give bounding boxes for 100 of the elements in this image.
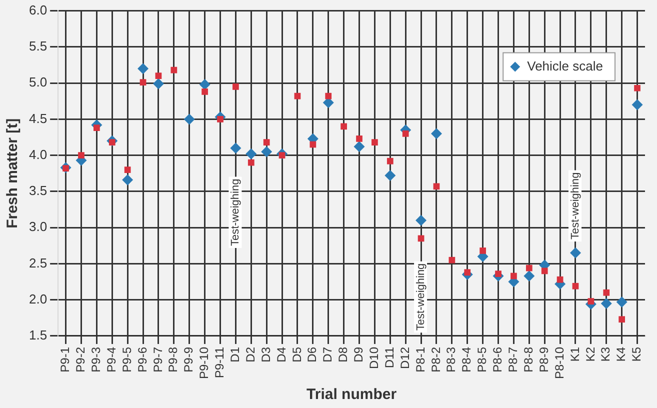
- annotation: Test-weighing: [415, 263, 428, 331]
- y-tick-label: 1.5: [28, 328, 48, 343]
- x-tick-label: P8-5: [475, 346, 490, 372]
- x-tick-label: D5: [290, 346, 304, 362]
- y-tick-label: 4.5: [28, 110, 48, 126]
- x-tick-label: D3: [258, 346, 273, 362]
- x-tick-label: D2: [243, 346, 258, 362]
- point: [294, 92, 301, 100]
- point: [480, 248, 486, 254]
- x-tick-label: D4: [274, 346, 288, 362]
- x-tick-label: P8-6: [490, 346, 505, 372]
- point: [384, 170, 396, 182]
- x-tick-label: P8-7: [506, 346, 520, 372]
- point: [570, 247, 581, 258]
- point: [616, 296, 628, 308]
- x-tick-label: P8-9: [536, 346, 551, 372]
- point: [230, 142, 242, 154]
- point: [556, 276, 564, 283]
- point: [572, 282, 579, 290]
- x-tick-label: P9-8: [166, 346, 180, 372]
- point: [600, 298, 612, 309]
- x-tick-label: P8-1: [413, 346, 428, 372]
- x-tick-label: D6: [305, 346, 320, 362]
- y-tick-label: 2.0: [28, 291, 48, 306]
- point: [588, 298, 594, 304]
- point: [526, 264, 532, 272]
- y-axis-title: Fresh matter [t]: [4, 118, 22, 228]
- point: [310, 141, 316, 148]
- point: [155, 72, 162, 80]
- x-tick-label: P9-5: [120, 346, 134, 372]
- point: [202, 88, 208, 95]
- x-tick-label: P9-6: [135, 346, 150, 372]
- point: [325, 92, 332, 100]
- point: [124, 166, 131, 173]
- point: [78, 152, 84, 159]
- x-tick-label: K5: [630, 346, 644, 362]
- x-tick-label: D11: [382, 346, 396, 368]
- x-axis-title: Trial number: [306, 386, 397, 404]
- point: [94, 124, 100, 132]
- x-tick-label: K3: [598, 346, 613, 362]
- point: [248, 159, 254, 166]
- x-tick-label: K2: [583, 346, 598, 362]
- point: [618, 316, 626, 323]
- point: [418, 235, 424, 242]
- point: [524, 270, 535, 282]
- point: [402, 130, 409, 137]
- point: [170, 66, 178, 74]
- x-tick-label: P9-11: [212, 346, 227, 378]
- point: [356, 136, 362, 142]
- x-tick-label: P8-10: [552, 346, 566, 380]
- y-tick-label: 2.5: [28, 255, 48, 270]
- x-tick-label: P8-4: [460, 346, 474, 372]
- x-tick-label: D9: [352, 346, 366, 362]
- x-tick-label: P8-8: [521, 346, 536, 372]
- x-tick-label: P9-10: [197, 346, 212, 380]
- x-tick-label: D7: [320, 346, 335, 362]
- point: [433, 183, 440, 190]
- x-tick-label: P8-3: [444, 346, 458, 372]
- annotation: Test-weighing: [570, 172, 582, 240]
- point: [232, 83, 239, 90]
- x-tick-label: D10: [367, 346, 382, 369]
- y-tick-label: 6.0: [28, 2, 48, 18]
- x-tick-label: P9-9: [182, 346, 196, 372]
- point: [152, 78, 164, 90]
- annotation: Test-weighing: [230, 178, 242, 246]
- point: [140, 79, 146, 86]
- point: [430, 128, 442, 140]
- x-tick-label: D12: [398, 346, 412, 369]
- x-tick-label: P9-1: [58, 346, 72, 372]
- y-tick-label: 3.5: [28, 183, 48, 198]
- point: [634, 84, 640, 92]
- x-tick-label: D8: [336, 346, 350, 362]
- y-tick-label: 4.0: [28, 146, 48, 162]
- point: [261, 146, 272, 158]
- x-tick-label: P9-4: [104, 346, 118, 372]
- y-tick-label: 5.5: [28, 38, 48, 54]
- legend-label: Vehicle scale: [527, 58, 604, 74]
- point: [263, 139, 270, 146]
- point: [510, 272, 517, 280]
- point: [122, 174, 134, 186]
- point: [386, 158, 394, 164]
- point: [541, 268, 548, 274]
- x-tick-label: K4: [614, 346, 628, 362]
- point: [184, 114, 195, 125]
- point: [448, 256, 456, 264]
- x-tick-label: D1: [228, 346, 242, 362]
- x-tick-label: P9-2: [74, 346, 88, 372]
- y-tick-label: 3.0: [28, 219, 48, 234]
- point: [416, 214, 427, 226]
- point: [632, 99, 643, 110]
- point: [603, 289, 610, 296]
- y-tick-label: 5.0: [28, 74, 48, 90]
- point: [138, 63, 149, 74]
- point: [340, 123, 347, 130]
- point: [354, 141, 365, 152]
- x-tick-label: P8-2: [428, 346, 443, 372]
- point: [372, 139, 378, 146]
- x-tick-label: P9-3: [89, 346, 103, 372]
- x-tick-label: K1: [568, 346, 582, 362]
- point: [246, 148, 257, 160]
